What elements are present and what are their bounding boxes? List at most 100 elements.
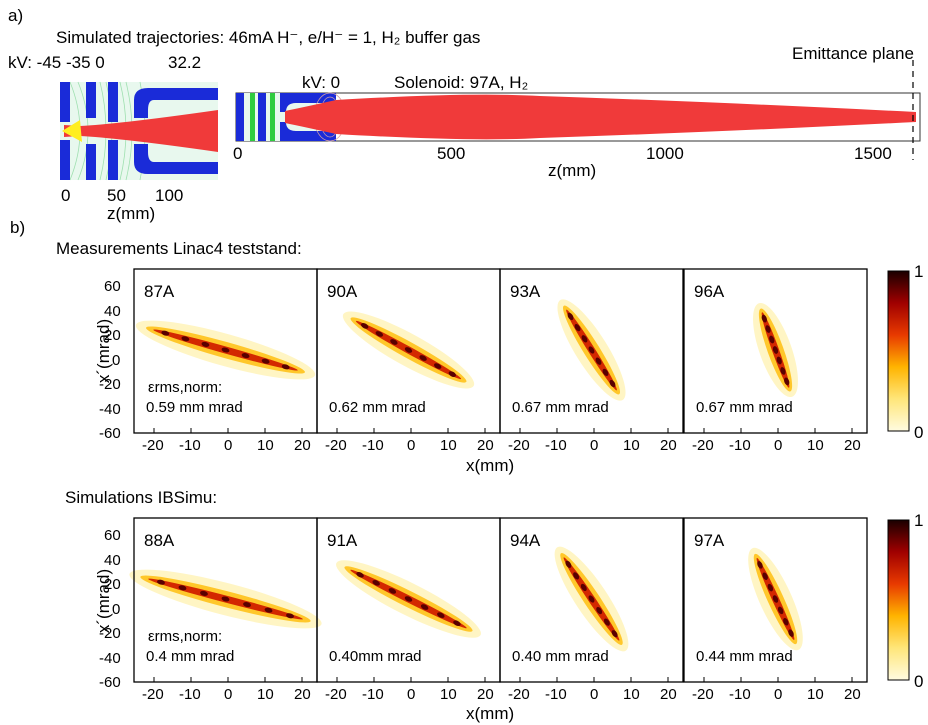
left-trajectory-panel (60, 81, 218, 181)
y-tick-label: -20 (99, 625, 121, 642)
x-tick-label: 20 (477, 686, 494, 703)
x-tick-label: 10 (440, 437, 457, 454)
emittance-pattern (753, 302, 798, 398)
y-tick-label: 40 (104, 302, 121, 320)
x-tick-label: 20 (844, 437, 861, 454)
x-tick-label: 20 (477, 437, 494, 454)
emittance-pattern (129, 569, 322, 629)
y-tick-label: 0 (112, 351, 121, 369)
emittance-plane-label: Emittance plane (792, 44, 914, 63)
x-tick-label: 10 (623, 437, 640, 454)
left-z-axis-label: z(mm) (107, 204, 156, 223)
colorbar-top-max: 1 (914, 262, 924, 281)
y-tick-label: 40 (104, 551, 121, 569)
emittance-pattern (554, 546, 629, 652)
y-tick-label: 20 (104, 327, 121, 344)
panel-emittance-value: 0.40 mm mrad (512, 648, 609, 665)
right-voltage-label: kV: 0 (302, 73, 341, 92)
x-axis-label-top: x(mm) (466, 456, 515, 475)
x-tick-label: -10 (729, 437, 751, 454)
x-tick-label: 0 (407, 437, 416, 454)
solenoid-label: Solenoid: 97A, H₂ (394, 73, 529, 92)
x-tick-label: 0 (407, 686, 416, 703)
part-a-title: Simulated trajectories: 46mA H⁻, e/H⁻ = … (56, 28, 481, 47)
colorbar-bottom-max: 1 (914, 511, 924, 530)
panel-a-letter: a) (8, 6, 24, 25)
x-tick-label: 10 (623, 686, 640, 703)
right-z-axis-label: z(mm) (548, 161, 597, 180)
emittance-pattern (748, 547, 803, 651)
measurements-title: Measurements Linac4 teststand: (56, 239, 302, 258)
x-tick-label: 20 (660, 437, 677, 454)
x-tick-label: 10 (440, 686, 457, 703)
x-tick-label: -10 (362, 437, 384, 454)
x-tick-label: -10 (179, 686, 201, 703)
panel-emittance-value: 0.67 mm mrad (512, 399, 609, 416)
panel-emittance-value: 0.4 mm mrad (146, 648, 235, 665)
emittance-pattern (135, 320, 316, 380)
right-z-tick-1000: 1000 (646, 144, 684, 163)
left-voltage-extra: 32.2 (168, 53, 202, 72)
x-tick-label: -20 (692, 686, 714, 703)
x-tick-label: 10 (807, 686, 824, 703)
x-tick-label: -20 (508, 437, 530, 454)
x-tick-label: 0 (224, 437, 233, 454)
colorbar-bottom-min: 0 (914, 672, 924, 691)
x-tick-label: 20 (660, 686, 677, 703)
emittance-panel-frame (499, 268, 684, 434)
y-tick-label: -40 (99, 649, 121, 667)
left-z-tick-50: 50 (107, 186, 126, 205)
x-tick-label: 0 (590, 686, 599, 703)
y-tick-label: 60 (104, 527, 121, 544)
y-tick-label: -20 (99, 376, 121, 393)
x-tick-label: 0 (774, 437, 783, 454)
x-tick-label: 20 (844, 686, 861, 703)
emittance-symbol-label: εrms,norm: (148, 379, 223, 396)
panel-b-letter: b) (10, 218, 26, 237)
panel-emittance-value: 0.62 mm mrad (329, 399, 426, 416)
panel-current-label: 96A (694, 282, 725, 301)
right-z-tick-1500: 1500 (854, 144, 892, 163)
x-tick-label: -20 (325, 437, 347, 454)
emittance-heatmaps (129, 268, 868, 683)
x-tick-label: -20 (142, 437, 164, 454)
panel-current-label: 90A (327, 282, 358, 301)
left-z-tick-0: 0 (61, 186, 71, 205)
y-tick-label: 20 (104, 576, 121, 593)
panel-current-label: 97A (694, 531, 725, 550)
x-tick-label: -20 (692, 437, 714, 454)
emittance-panel-frame (499, 517, 684, 683)
y-tick-label: -60 (99, 425, 121, 442)
panel-current-label: 94A (510, 531, 541, 550)
colorbar-top (887, 270, 910, 432)
x-tick-label: 20 (294, 686, 311, 703)
right-trajectory-panel (235, 60, 921, 160)
right-z-tick-0: 0 (233, 144, 243, 163)
x-tick-label: -20 (325, 686, 347, 703)
emittance-panel-frame (683, 517, 868, 683)
x-tick-label: -20 (508, 686, 530, 703)
x-tick-label: 10 (257, 437, 274, 454)
emittance-pattern (336, 560, 481, 638)
left-z-tick-100: 100 (155, 186, 184, 205)
panel-emittance-value: 0.40mm mrad (329, 648, 422, 665)
emittance-pattern (557, 299, 626, 401)
x-tick-label: 20 (294, 437, 311, 454)
left-voltage-labels: kV: -45 -35 0 (8, 53, 105, 72)
panel-emittance-value: 0.59 mm mrad (146, 399, 243, 416)
x-tick-label: 10 (257, 686, 274, 703)
x-tick-label: 0 (590, 437, 599, 454)
right-z-tick-500: 500 (437, 144, 466, 163)
simulations-title: Simulations IBSimu: (65, 488, 218, 507)
panel-emittance-value: 0.67 mm mrad (696, 399, 793, 416)
y-tick-label: 0 (112, 600, 121, 618)
x-tick-label: 10 (807, 437, 824, 454)
x-tick-label: -10 (545, 437, 567, 454)
panel-current-label: 88A (144, 531, 175, 550)
emittance-pattern (342, 311, 475, 389)
panel-emittance-value: 0.44 mm mrad (696, 648, 793, 665)
panel-current-label: 91A (327, 531, 358, 550)
x-tick-label: -10 (179, 437, 201, 454)
x-tick-label: 0 (774, 686, 783, 703)
